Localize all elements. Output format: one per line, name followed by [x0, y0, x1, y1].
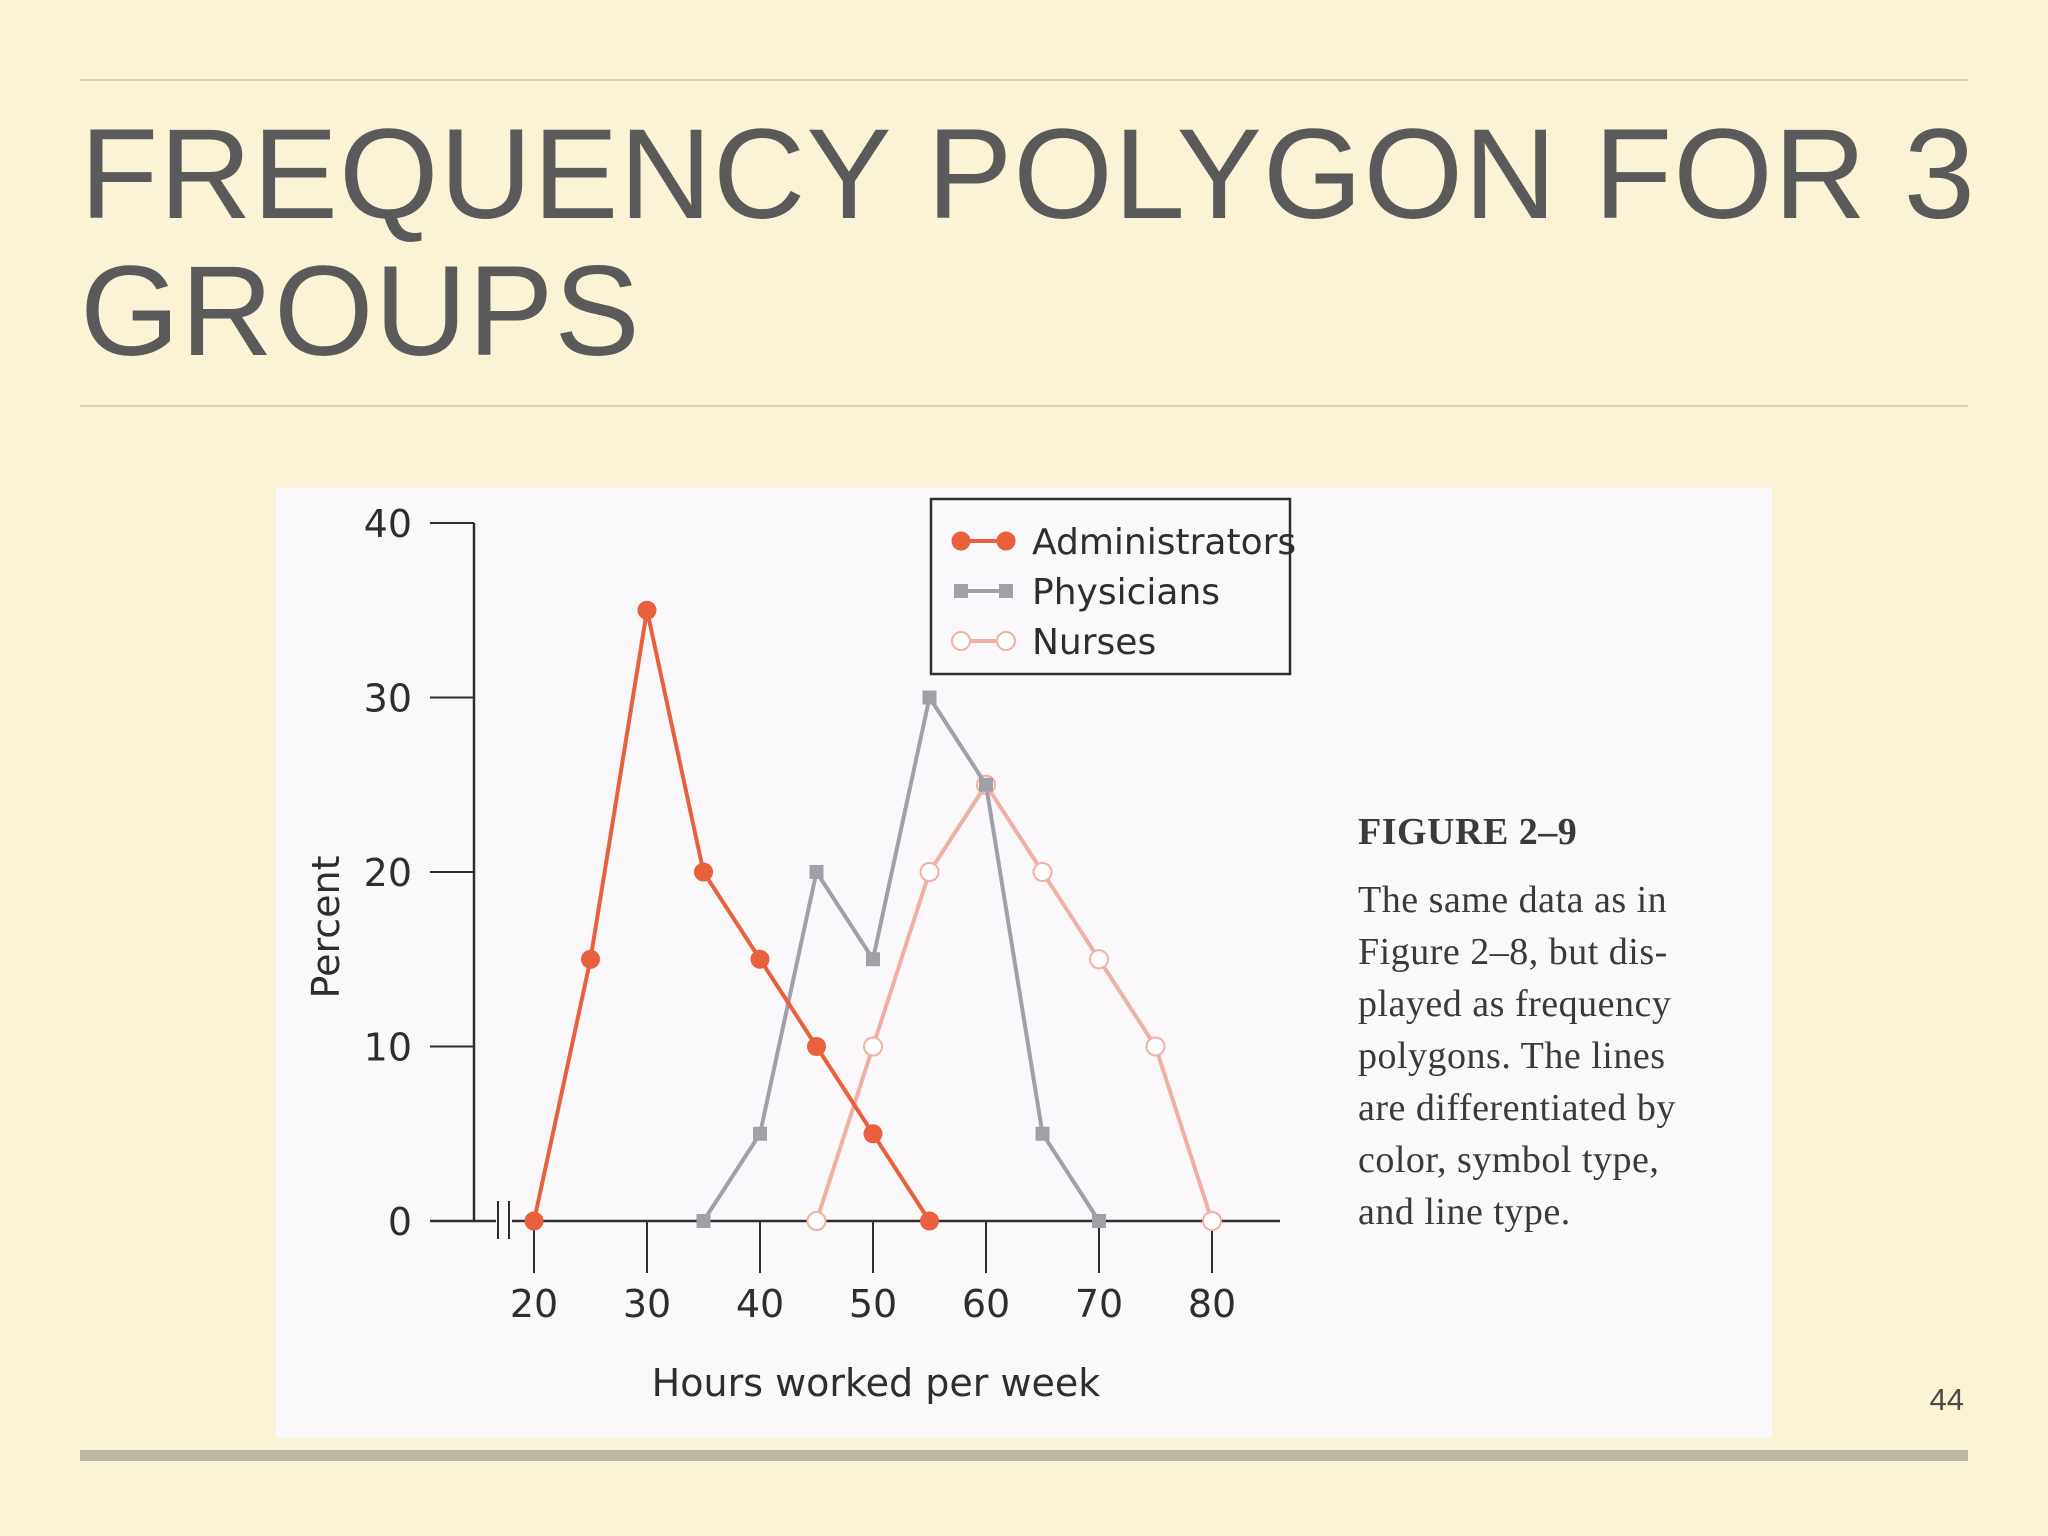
y-tick-label: 30 [364, 677, 412, 721]
y-tick-label: 0 [388, 1200, 412, 1244]
data-point-physicians [866, 952, 880, 967]
series-nurses [806, 774, 1222, 1231]
chart-axes: 0 10 20 30 40 20 30 40 50 60 70 80 Hours worked per … [304, 502, 1280, 1405]
legend-marker-physicians [999, 584, 1013, 598]
series-administrators [524, 600, 939, 1231]
y-axis-title: Percent [304, 856, 348, 999]
data-point-nurses [1032, 862, 1053, 882]
series-physicians [696, 690, 1106, 1228]
title-divider [80, 405, 1968, 407]
legend-label-administrators: Administrators [1032, 522, 1296, 563]
slide-title: FREQUENCY POLYGON FOR 3 GROUPS [80, 103, 1976, 383]
data-point-physicians [809, 865, 824, 879]
chart-legend: Administrators Physicians Nurses [929, 497, 1296, 676]
data-point-physicians [753, 1126, 767, 1141]
x-tick-label: 50 [849, 1282, 897, 1326]
page-number: 44 [1929, 1382, 1964, 1417]
data-point-physicians [1035, 1126, 1050, 1141]
x-tick-label: 40 [736, 1282, 784, 1326]
data-point-administrators [807, 1037, 826, 1056]
top-divider [80, 79, 1968, 81]
x-tick-label: 20 [510, 1282, 558, 1326]
legend-marker-nurses [996, 631, 1016, 651]
x-axis-title: Hours worked per week [652, 1361, 1101, 1405]
legend-label-nurses: Nurses [1032, 622, 1156, 663]
x-tick-label: 30 [623, 1282, 671, 1326]
data-point-physicians [979, 777, 993, 792]
data-point-nurses [863, 1036, 883, 1057]
data-point-administrators [524, 1211, 544, 1231]
data-point-nurses [806, 1211, 827, 1231]
data-point-nurses [1145, 1036, 1166, 1057]
data-point-administrators [637, 600, 657, 620]
figure-caption-text: The same data as in Figure 2–8, but dis-… [1358, 879, 1676, 1233]
legend-marker-administrators [951, 531, 971, 551]
legend-marker-physicians [954, 584, 968, 598]
bottom-bar [80, 1450, 1968, 1461]
data-point-nurses [919, 862, 940, 882]
series-line-administrators [532, 608, 932, 1223]
figure-caption-title: FIGURE 2–9 [1358, 811, 1578, 853]
x-tick-label: 70 [1075, 1282, 1123, 1326]
chart-series [524, 600, 1222, 1231]
data-point-physicians [1092, 1214, 1106, 1228]
figure-panel: 0 10 20 30 40 20 30 40 50 60 70 80 Hours worked per … [276, 488, 1772, 1438]
data-point-nurses [1202, 1211, 1222, 1231]
legend-label-physicians: Physicians [1032, 572, 1220, 613]
data-point-nurses [1089, 949, 1109, 970]
legend-marker-administrators [996, 531, 1016, 551]
y-tick-label: 10 [364, 1026, 412, 1070]
x-tick-label: 60 [962, 1282, 1010, 1326]
y-tick-label: 40 [364, 502, 412, 546]
series-line-nurses [814, 782, 1214, 1222]
legend-box [929, 497, 1292, 676]
data-point-administrators [694, 862, 713, 882]
legend-marker-nurses [951, 631, 971, 651]
frequency-polygon-chart: 0 10 20 30 40 20 30 40 50 60 70 80 Hours worked per … [304, 497, 1296, 1405]
x-tick-label: 80 [1188, 1282, 1236, 1326]
y-tick-label: 20 [364, 851, 412, 895]
data-point-administrators [750, 949, 770, 969]
data-point-physicians [922, 690, 937, 705]
series-line-physicians [701, 695, 1101, 1223]
data-point-administrators [581, 949, 600, 969]
data-point-administrators [863, 1124, 883, 1144]
data-point-administrators [920, 1211, 939, 1231]
data-point-physicians [696, 1214, 711, 1228]
figure-caption: FIGURE 2–9 The same data as in Figure 2–… [1358, 810, 1778, 1238]
